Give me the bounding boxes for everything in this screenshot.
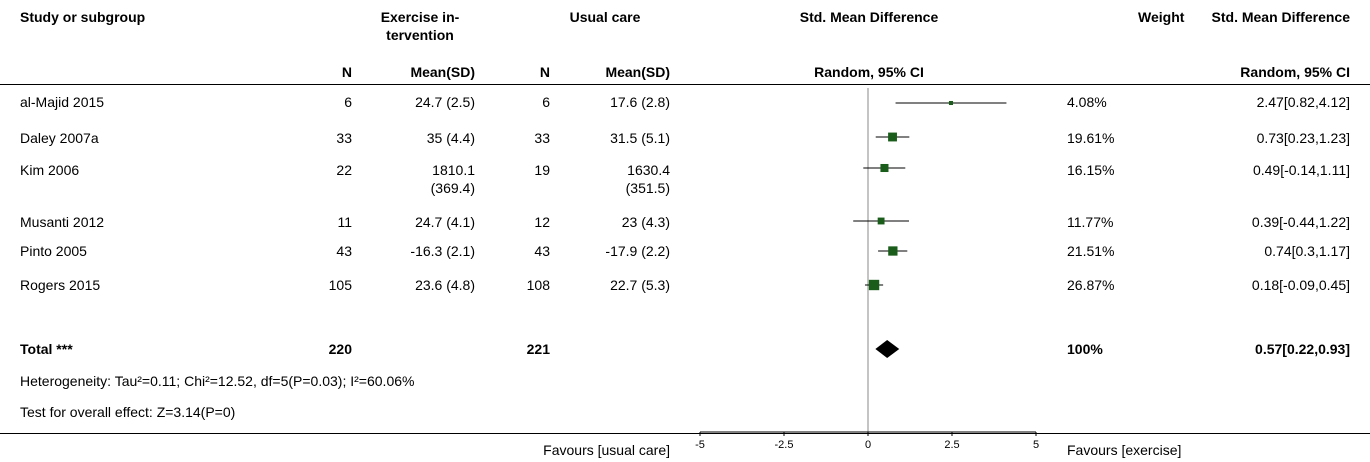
mean-exercise: 1810.1 (369.4) [430, 162, 475, 196]
total-n-usual: 221 [526, 341, 550, 357]
total-ci: 0.57[0.22,0.93] [1255, 341, 1350, 357]
n-usual: 19 [534, 162, 550, 178]
n-exercise: 33 [336, 130, 352, 146]
ci-value: 0.73[0.23,1.23] [1256, 130, 1350, 146]
header-smd-ci: Std. Mean Difference [1211, 9, 1350, 25]
study-point [888, 132, 897, 142]
n-usual: 6 [542, 94, 550, 110]
n-usual: 108 [526, 277, 550, 293]
pooled-diamond [875, 340, 900, 358]
favours-right-label: Favours [exercise] [1067, 442, 1182, 458]
n-exercise: 11 [337, 214, 352, 230]
n-exercise: 6 [344, 94, 352, 110]
header-smd: Std. Mean Difference [799, 9, 939, 25]
n-exercise: 22 [336, 162, 352, 178]
weight-value: 11.77% [1067, 214, 1114, 230]
study-name: al-Majid 2015 [20, 94, 105, 110]
x-tick-label: -2.5 [775, 439, 794, 451]
ci-value: 0.49[-0.14,1.11] [1252, 162, 1350, 178]
subheader-method: Random, 95% CI [814, 64, 924, 80]
weight-value: 21.51% [1067, 243, 1115, 259]
favours-left-label: Favours [usual care] [543, 442, 670, 458]
header-divider [0, 84, 1370, 85]
study-point [888, 246, 898, 256]
total-label: Total *** [20, 341, 73, 357]
header-study: Study or subgroup [20, 9, 146, 25]
footer-divider [0, 433, 1370, 434]
mean-exercise: 24.7 (4.1) [415, 214, 475, 230]
header-weight: Weight [1138, 9, 1185, 25]
weight-value: 19.61% [1067, 130, 1115, 146]
subheader-mean-exercise: Mean(SD) [410, 64, 475, 80]
header-exercise: Exercise in- tervention [380, 9, 460, 43]
total-n-exercise: 220 [328, 341, 352, 357]
mean-usual: 31.5 (5.1) [610, 130, 670, 146]
x-tick-label: -5 [695, 439, 705, 451]
ci-value: 0.18[-0.09,0.45] [1251, 277, 1350, 293]
n-usual: 33 [534, 130, 550, 146]
study-point [948, 100, 954, 106]
mean-exercise: 35 (4.4) [426, 130, 475, 146]
mean-exercise: -16.3 (2.1) [410, 243, 475, 259]
n-usual: 43 [534, 243, 550, 259]
mean-usual: 1630.4 (351.5) [625, 162, 670, 196]
study-name: Kim 2006 [20, 162, 80, 178]
x-tick-label: 2.5 [944, 439, 959, 451]
mean-usual: 23 (4.3) [621, 214, 670, 230]
n-exercise: 105 [328, 277, 352, 293]
ci-value: 0.74[0.3,1.17] [1264, 243, 1350, 259]
ci-value: 2.47[0.82,4.12] [1256, 94, 1350, 110]
subheader-mean-usual: Mean(SD) [605, 64, 670, 80]
study-name: Pinto 2005 [20, 243, 87, 259]
n-usual: 12 [534, 214, 550, 230]
study-name: Daley 2007a [20, 130, 99, 146]
mean-exercise: 23.6 (4.8) [415, 277, 475, 293]
ci-value: 0.39[-0.44,1.22] [1251, 214, 1350, 230]
study-point [877, 217, 885, 225]
study-name: Rogers 2015 [20, 277, 101, 293]
n-exercise: 43 [336, 243, 352, 259]
mean-usual: 17.6 (2.8) [610, 94, 670, 110]
study-markers [853, 100, 1007, 291]
header-usual-care: Usual care [569, 9, 641, 25]
x-axis-ticks: -5 -2.5 0 2.5 5 [695, 432, 1039, 451]
subheader-n-exercise: N [341, 64, 352, 80]
x-tick-label: 5 [1033, 439, 1039, 451]
subheader-n-usual: N [539, 64, 550, 80]
mean-exercise: 24.7 (2.5) [415, 94, 475, 110]
total-weight: 100% [1067, 341, 1103, 357]
subheader-method-ci: Random, 95% CI [1240, 64, 1350, 80]
study-name: Musanti 2012 [20, 214, 105, 230]
mean-usual: 22.7 (5.3) [610, 277, 670, 293]
weight-value: 16.15% [1067, 162, 1115, 178]
x-tick-label: 0 [865, 439, 871, 451]
mean-usual: -17.9 (2.2) [605, 243, 670, 259]
weight-value: 4.08% [1067, 94, 1107, 110]
weight-value: 26.87% [1067, 277, 1115, 293]
overall-effect-text: Test for overall effect: Z=3.14(P=0) [20, 404, 236, 420]
heterogeneity-text: Heterogeneity: Tau²=0.11; Chi²=12.52, df… [20, 373, 415, 389]
study-point [880, 163, 889, 173]
study-point [868, 279, 880, 291]
